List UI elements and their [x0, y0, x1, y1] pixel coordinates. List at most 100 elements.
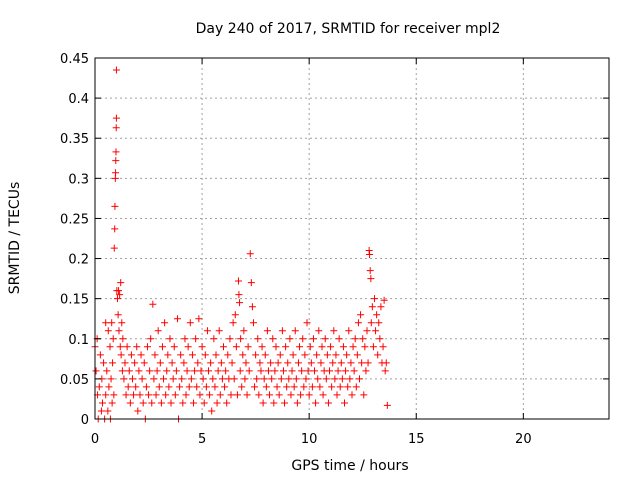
- data-point: [283, 383, 291, 391]
- data-point: [112, 124, 120, 132]
- data-point: [299, 335, 307, 343]
- data-point: [258, 343, 266, 351]
- data-point: [115, 287, 123, 295]
- data-point: [256, 359, 264, 367]
- data-point: [138, 375, 146, 383]
- data-point: [132, 383, 140, 391]
- data-point: [284, 359, 292, 367]
- data-point: [294, 359, 302, 367]
- data-point: [273, 383, 281, 391]
- data-point: [323, 351, 331, 359]
- data-point: [109, 335, 117, 343]
- y-tick-label: 0.4: [68, 92, 89, 107]
- data-point: [165, 383, 173, 391]
- data-point: [304, 367, 312, 375]
- data-point: [102, 391, 110, 399]
- data-point: [370, 295, 378, 303]
- data-point: [332, 351, 340, 359]
- data-point: [288, 367, 296, 375]
- data-point: [328, 383, 336, 391]
- data-point: [282, 343, 290, 351]
- data-point: [220, 343, 227, 351]
- data-point: [184, 343, 192, 351]
- data-point: [192, 335, 200, 343]
- plot-frame: [94, 57, 610, 420]
- data-point: [112, 148, 120, 156]
- data-point: [326, 367, 334, 375]
- data-point: [177, 351, 185, 359]
- data-point: [173, 315, 181, 323]
- data-point: [112, 157, 120, 165]
- data-point: [105, 383, 113, 391]
- data-point: [118, 319, 126, 327]
- data-point: [243, 391, 251, 399]
- data-point: [245, 367, 253, 375]
- data-point: [182, 391, 190, 399]
- data-point: [366, 267, 374, 275]
- y-tick-label: 0.1: [68, 333, 89, 348]
- data-point: [143, 343, 151, 351]
- data-point: [367, 319, 375, 327]
- data-point: [153, 367, 161, 375]
- data-point: [131, 359, 139, 367]
- data-point: [191, 367, 199, 375]
- data-point: [183, 367, 191, 375]
- data-point: [300, 383, 308, 391]
- data-point: [361, 343, 369, 351]
- data-point: [312, 399, 320, 407]
- data-point: [186, 319, 194, 327]
- data-point: [107, 375, 115, 383]
- data-point: [180, 359, 188, 367]
- data-point: [231, 311, 239, 319]
- data-point: [343, 351, 351, 359]
- data-point: [249, 319, 257, 327]
- data-point: [309, 335, 317, 343]
- data-point: [195, 315, 203, 323]
- data-point: [104, 407, 112, 415]
- data-point: [152, 391, 160, 399]
- data-point: [162, 391, 170, 399]
- data-point: [96, 351, 104, 359]
- data-point: [286, 335, 294, 343]
- data-point: [246, 250, 254, 258]
- data-point: [269, 335, 277, 343]
- data-point: [272, 343, 280, 351]
- data-point: [239, 351, 247, 359]
- data-point: [383, 401, 391, 409]
- data-point: [148, 399, 156, 407]
- data-point: [322, 375, 330, 383]
- data-point: [172, 367, 180, 375]
- x-tick-label: 20: [515, 432, 532, 447]
- data-point: [354, 319, 362, 327]
- data-point: [353, 351, 361, 359]
- data-point: [224, 351, 232, 359]
- data-point: [108, 319, 116, 327]
- x-tick-label: 10: [301, 432, 318, 447]
- data-point: [154, 327, 162, 335]
- data-point: [291, 327, 299, 335]
- data-point: [133, 343, 141, 351]
- data-points: [91, 66, 391, 423]
- data-point: [315, 327, 323, 335]
- data-point: [198, 343, 206, 351]
- data-point: [307, 359, 315, 367]
- data-point: [100, 359, 108, 367]
- data-point: [120, 375, 128, 383]
- data-point: [137, 351, 145, 359]
- data-point: [181, 335, 189, 343]
- data-point: [327, 343, 335, 351]
- data-point: [270, 399, 278, 407]
- data-point: [188, 351, 196, 359]
- data-point: [117, 351, 125, 359]
- data-point: [127, 351, 135, 359]
- data-point: [264, 367, 272, 375]
- data-point: [156, 359, 164, 367]
- data-point: [342, 367, 350, 375]
- data-point: [135, 367, 143, 375]
- data-point: [206, 391, 214, 399]
- data-point: [112, 66, 120, 74]
- y-axis-label: SRMTID / TECUs: [7, 182, 23, 295]
- data-point: [207, 359, 215, 367]
- data-point: [167, 399, 175, 407]
- data-point: [228, 359, 236, 367]
